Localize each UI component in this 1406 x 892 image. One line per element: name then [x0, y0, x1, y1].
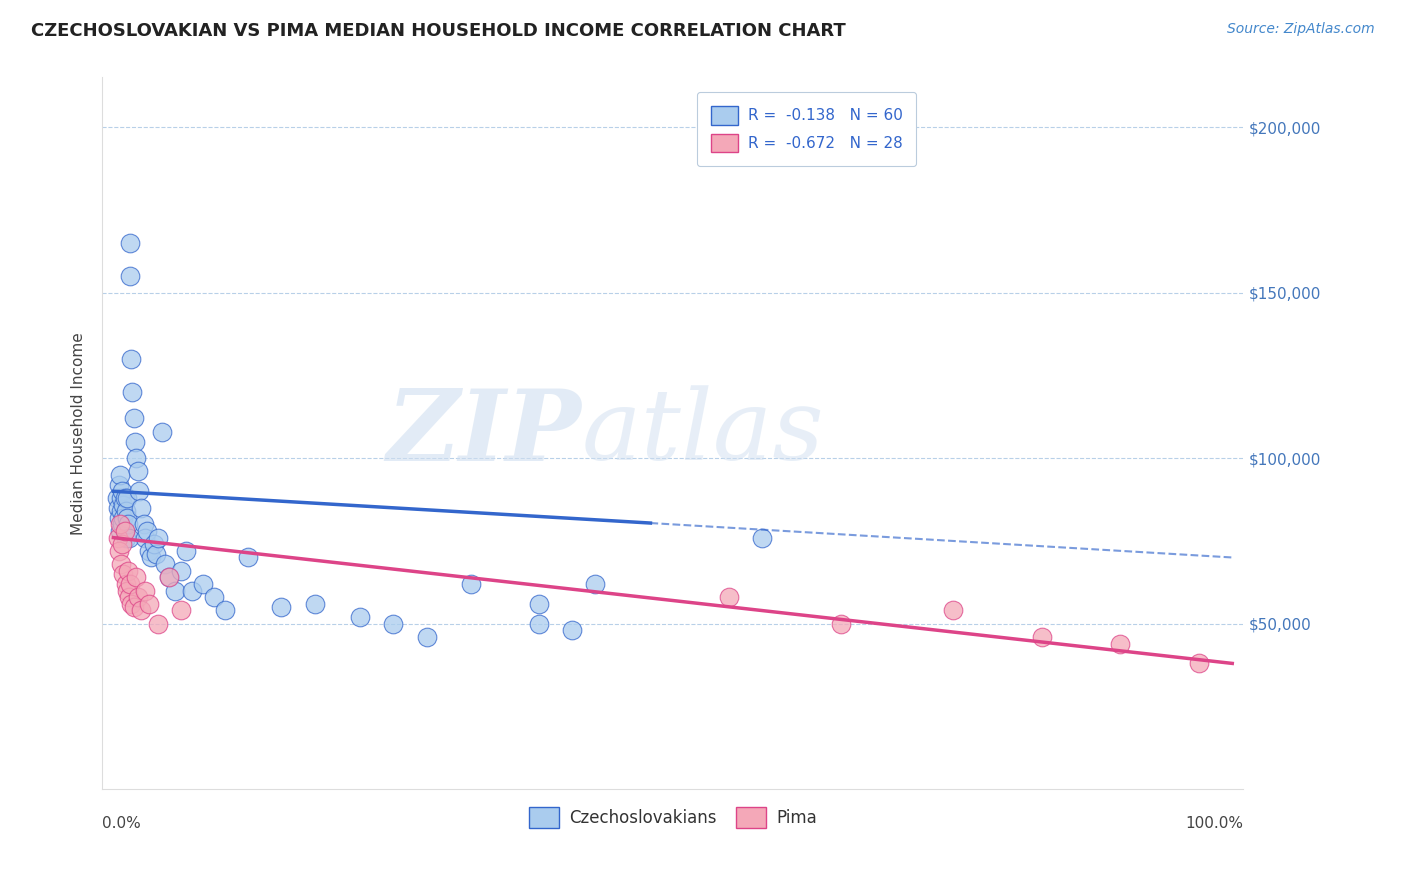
Point [349, 610, 371, 624]
Point [120, 351, 142, 366]
Point [169, 603, 191, 617]
Point [136, 524, 159, 538]
Point [114, 524, 136, 538]
Point [236, 550, 259, 565]
Point [128, 484, 150, 499]
Point [111, 537, 134, 551]
Text: ZIP: ZIP [387, 385, 582, 482]
Point [124, 434, 146, 449]
Text: Source: ZipAtlas.com: Source: ZipAtlas.com [1227, 22, 1375, 37]
Point [214, 603, 236, 617]
Y-axis label: Median Household Income: Median Household Income [72, 332, 86, 534]
Point [114, 531, 136, 545]
Point [110, 557, 132, 571]
Point [107, 500, 129, 515]
Point [107, 531, 129, 545]
Point [134, 531, 156, 545]
Point [105, 491, 128, 505]
Point [108, 510, 131, 524]
Point [146, 616, 169, 631]
Point [153, 557, 176, 571]
Point [1109, 636, 1132, 650]
Point [114, 577, 136, 591]
Point [118, 591, 141, 605]
Point [134, 583, 156, 598]
Point [142, 537, 165, 551]
Point [125, 451, 148, 466]
Point [169, 564, 191, 578]
Point [127, 591, 149, 605]
Point [111, 517, 134, 532]
Point [120, 597, 142, 611]
Point [382, 616, 405, 631]
Text: atlas: atlas [582, 385, 824, 481]
Point [1188, 657, 1211, 671]
Point [180, 583, 202, 598]
Point [150, 425, 173, 439]
Point [127, 464, 149, 478]
Point [202, 591, 225, 605]
Point [583, 577, 606, 591]
Point [122, 411, 145, 425]
Point [114, 504, 136, 518]
Point [108, 467, 131, 482]
Point [163, 583, 186, 598]
Point [120, 269, 142, 284]
Point [125, 570, 148, 584]
Point [132, 517, 155, 532]
Text: 100.0%: 100.0% [1185, 816, 1243, 831]
Point [112, 498, 135, 512]
Text: 0.0%: 0.0% [103, 816, 141, 831]
Point [110, 491, 132, 505]
Point [108, 544, 131, 558]
Point [941, 603, 963, 617]
Point [122, 600, 145, 615]
Point [145, 547, 167, 561]
Point [174, 544, 197, 558]
Point [830, 616, 852, 631]
Point [114, 524, 136, 538]
Point [146, 531, 169, 545]
Point [131, 500, 153, 515]
Point [191, 577, 214, 591]
Legend: Czechoslovakians, Pima: Czechoslovakians, Pima [522, 801, 824, 834]
Point [121, 384, 143, 399]
Point [112, 567, 135, 582]
Point [141, 550, 163, 565]
Point [117, 564, 139, 578]
Text: CZECHOSLOVAKIAN VS PIMA MEDIAN HOUSEHOLD INCOME CORRELATION CHART: CZECHOSLOVAKIAN VS PIMA MEDIAN HOUSEHOLD… [31, 22, 845, 40]
Point [1031, 630, 1053, 644]
Point [115, 491, 138, 505]
Point [138, 544, 160, 558]
Point [415, 630, 437, 644]
Point [157, 570, 180, 584]
Point [110, 504, 132, 518]
Point [117, 517, 139, 532]
Point [138, 597, 160, 611]
Point [120, 235, 142, 250]
Point [717, 591, 740, 605]
Point [270, 600, 292, 615]
Point [108, 477, 131, 491]
Point [751, 531, 773, 545]
Point [108, 524, 131, 538]
Point [114, 491, 136, 505]
Point [112, 510, 135, 524]
Point [527, 597, 550, 611]
Point [460, 577, 482, 591]
Point [118, 531, 141, 545]
Point [304, 597, 326, 611]
Point [157, 570, 180, 584]
Point [108, 517, 131, 532]
Point [111, 484, 134, 499]
Point [115, 583, 138, 598]
Point [115, 510, 138, 524]
Point [131, 603, 153, 617]
Point [561, 624, 583, 638]
Point [120, 577, 142, 591]
Point [527, 616, 550, 631]
